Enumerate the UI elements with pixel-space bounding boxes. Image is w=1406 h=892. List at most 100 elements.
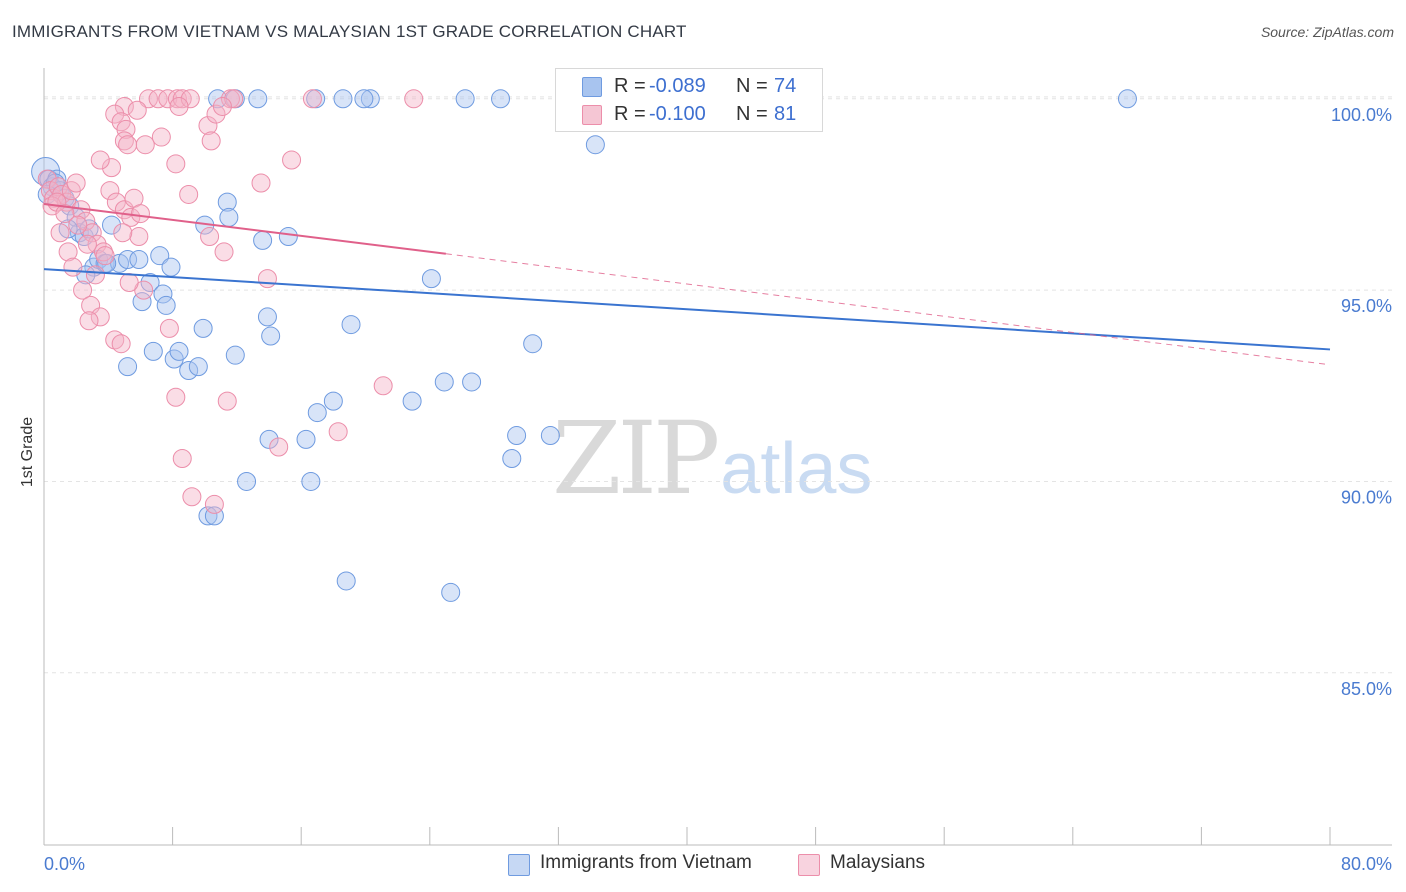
malaysians-point: [118, 135, 138, 155]
legend-swatch-malaysians: [582, 105, 602, 125]
malaysians-point: [68, 215, 88, 235]
vietnam-point: [491, 89, 511, 109]
vietnam-point: [585, 135, 605, 155]
vietnam-point: [421, 269, 441, 289]
legend-n-label: N =: [736, 75, 768, 97]
malaysians-point: [166, 387, 186, 407]
vietnam-point: [301, 471, 321, 491]
malaysians-point: [37, 169, 57, 189]
legend-n-value: 81: [774, 103, 797, 125]
malaysians-point: [114, 96, 134, 116]
malaysians-point: [148, 89, 168, 109]
malaysians-point: [66, 173, 86, 193]
vietnam-point: [323, 391, 343, 411]
vietnam-point: [540, 426, 560, 446]
source-credit: Source: ZipAtlas.com: [1260, 24, 1394, 40]
series-malaysians-points: [37, 89, 424, 514]
legend-n-label: N =: [736, 103, 768, 125]
malaysians-point: [257, 269, 277, 289]
malaysians-point: [200, 227, 220, 247]
malaysians-point: [87, 234, 107, 254]
malaysians-point: [85, 265, 105, 285]
malaysians-point: [182, 487, 202, 507]
bottom-legend-swatch-malaysians: [798, 854, 820, 876]
malaysians-point: [119, 272, 139, 292]
vietnam-point: [198, 506, 218, 526]
malaysians-point: [251, 173, 271, 193]
legend-r-label: R =: [614, 75, 646, 97]
malaysians-point: [206, 104, 226, 124]
vietnam-point: [259, 429, 279, 449]
vietnam-point: [360, 89, 380, 109]
tick-labels: 100.0% 95.0% 90.0% 85.0% 0.0% 80.0%: [44, 105, 1392, 874]
malaysians-point: [95, 246, 115, 266]
vietnam-point: [156, 295, 176, 315]
malaysians-trend-extension: [445, 253, 1331, 366]
trend-lines: [43, 203, 1331, 366]
vietnam-point: [225, 345, 245, 365]
legend-n-value: 74: [774, 75, 797, 97]
vietnam-point: [188, 357, 208, 377]
axes: [43, 68, 1392, 846]
malaysians-point: [113, 223, 133, 243]
malaysians-point: [129, 227, 149, 247]
vietnam-point: [336, 571, 356, 591]
malaysians-point: [77, 234, 97, 254]
malaysians-trend-line: [43, 203, 446, 255]
vietnam-point: [219, 207, 239, 227]
vietnam-point: [79, 219, 99, 239]
vietnam-point: [523, 334, 543, 354]
malaysians-point: [204, 494, 224, 514]
watermark-atlas: atlas: [720, 429, 873, 509]
vietnam-point: [153, 284, 173, 304]
bottom-legend-label-malaysians: Malaysians: [830, 852, 926, 873]
vietnam-point: [434, 372, 454, 392]
watermark: ZIPatlas: [552, 400, 872, 517]
bottom-legend-label-vietnam: Immigrants from Vietnam: [540, 852, 752, 873]
vietnam-point: [179, 360, 199, 380]
vietnam-point: [441, 582, 461, 602]
malaysians-point: [135, 135, 155, 155]
malaysians-point: [180, 89, 200, 109]
vietnam-trend-line: [43, 268, 1331, 351]
legend-row-vietnam: R = -0.089 N = 74: [556, 73, 822, 101]
chart-title: IMMIGRANTS FROM VIETNAM VS MALAYSIAN 1ST…: [12, 22, 687, 41]
malaysians-point: [217, 391, 237, 411]
vietnam-point: [341, 315, 361, 335]
malaysians-point: [373, 376, 393, 396]
malaysians-point: [282, 150, 302, 170]
legend-row-malaysians: R = -0.100 N = 81: [556, 101, 822, 129]
vietnam-point: [118, 250, 138, 270]
legend-r-value: -0.100: [649, 103, 706, 125]
vietnam-point: [296, 429, 316, 449]
y-tick-label: 100.0%: [1331, 105, 1392, 125]
malaysians-point: [224, 89, 244, 109]
vietnam-point: [248, 89, 268, 109]
malaysians-point: [58, 242, 78, 262]
vietnam-point: [169, 341, 189, 361]
y-tick-label: 90.0%: [1341, 487, 1392, 507]
y-tick-label: 95.0%: [1341, 296, 1392, 316]
vietnam-point: [354, 89, 374, 109]
vietnam-point: [462, 372, 482, 392]
vietnam-point: [455, 89, 475, 109]
malaysians-point: [158, 89, 178, 109]
malaysians-point: [90, 307, 110, 327]
malaysians-point: [151, 127, 171, 147]
vietnam-point: [204, 506, 224, 526]
vietnam-point: [143, 341, 163, 361]
malaysians-point: [102, 158, 122, 178]
malaysians-point: [63, 257, 83, 277]
malaysians-point: [159, 318, 179, 338]
malaysians-point: [198, 116, 218, 136]
vietnam-point: [253, 230, 273, 250]
malaysians-point: [138, 89, 158, 109]
vietnam-point: [257, 307, 277, 327]
malaysians-point: [55, 204, 75, 224]
malaysians-point: [90, 150, 110, 170]
malaysians-point: [172, 449, 192, 468]
vietnam-point: [102, 215, 122, 235]
vietnam-point: [1117, 89, 1137, 109]
x-tick-label: 80.0%: [1341, 854, 1392, 874]
malaysians-point: [73, 280, 93, 300]
